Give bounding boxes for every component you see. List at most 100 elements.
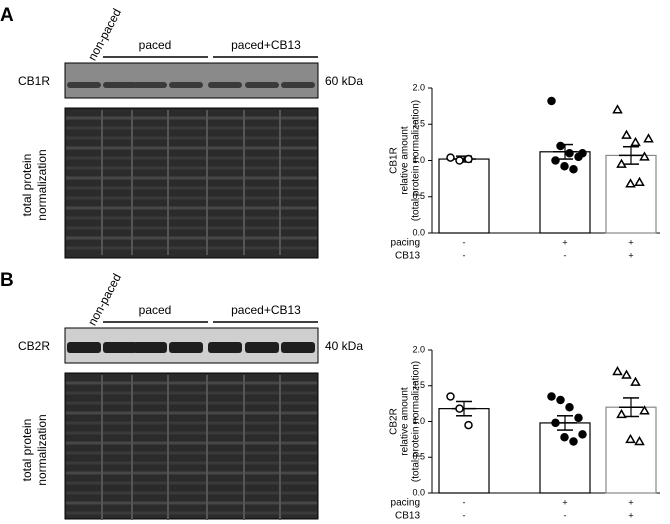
lane-label: non-paced xyxy=(85,271,124,328)
blot-band xyxy=(103,82,137,88)
x-row-value: + xyxy=(628,497,633,507)
data-point xyxy=(612,104,623,114)
x-row-value: - xyxy=(463,510,466,520)
data-point xyxy=(578,149,587,158)
blot-band xyxy=(169,342,203,353)
total-label: total protein normalization xyxy=(20,149,49,220)
y-axis-label-line: (total protein normalization) xyxy=(411,100,422,221)
x-row-value: - xyxy=(463,250,466,260)
data-point xyxy=(446,392,455,401)
x-row-value: - xyxy=(564,250,567,260)
total-protein-image xyxy=(64,372,319,520)
blot-band xyxy=(103,342,137,353)
data-point xyxy=(621,369,632,379)
data-point xyxy=(565,149,574,158)
data-point xyxy=(578,430,587,439)
blot-band xyxy=(208,342,242,353)
blot-band xyxy=(245,82,279,88)
bar xyxy=(438,408,490,494)
lane-label: paced+CB13 xyxy=(231,303,301,317)
data-point xyxy=(569,437,578,446)
total-label: total protein normalization xyxy=(20,414,49,485)
y-axis-label-line: relative amount xyxy=(400,387,411,456)
data-point xyxy=(547,392,556,401)
data-point xyxy=(551,418,560,428)
panel-letter: B xyxy=(0,270,14,291)
data-point xyxy=(625,433,636,444)
lane-label: non-paced xyxy=(85,6,124,63)
data-point xyxy=(612,365,623,376)
x-row-value: + xyxy=(562,237,567,247)
blot-band xyxy=(133,342,167,353)
band-label: CB1R xyxy=(18,74,50,88)
y-tick-label: 0.0 xyxy=(412,227,425,237)
x-row-label: pacing xyxy=(391,498,420,509)
data-point xyxy=(634,176,645,186)
total-protein-image xyxy=(64,107,319,259)
data-point xyxy=(455,156,464,165)
data-point xyxy=(630,136,641,147)
y-axis-label: CB2R relative amount (total protein normal… xyxy=(389,361,422,482)
x-row-value: - xyxy=(463,237,466,247)
kda-label: 40 kDa xyxy=(325,339,363,353)
blot-band xyxy=(208,82,242,88)
x-row-value: + xyxy=(628,250,633,260)
total-label-line: normalization xyxy=(35,149,49,220)
x-row-value: + xyxy=(562,497,567,507)
data-point xyxy=(574,413,583,423)
y-axis-label-line: CB1R xyxy=(389,147,400,174)
bar xyxy=(438,158,490,234)
band-label: CB2R xyxy=(18,339,50,353)
y-tick-label: 2.0 xyxy=(412,344,425,354)
data-point xyxy=(616,408,627,419)
data-point xyxy=(547,96,556,106)
x-row-label: CB13 xyxy=(395,511,420,522)
x-row-value: - xyxy=(564,510,567,520)
data-point xyxy=(630,376,641,386)
data-point xyxy=(551,156,560,165)
data-point xyxy=(455,404,464,413)
y-tick-label: 1.0 xyxy=(412,155,425,165)
y-tick-label: 1.0 xyxy=(412,416,425,426)
data-point xyxy=(643,133,654,143)
blot-band xyxy=(67,342,101,353)
bar xyxy=(605,406,657,494)
data-point xyxy=(446,153,455,162)
y-axis-label-line: relative amount xyxy=(400,126,411,195)
data-point xyxy=(464,420,473,430)
data-point xyxy=(565,402,574,412)
data-point xyxy=(616,158,627,168)
y-tick-label: 0.5 xyxy=(412,191,425,201)
x-row-value: - xyxy=(463,497,466,507)
y-axis-label-line: (total protein normalization) xyxy=(411,361,422,482)
data-point xyxy=(560,162,569,171)
y-axis-label-line: CB2R xyxy=(389,408,400,435)
data-point xyxy=(634,436,645,446)
y-tick-label: 1.5 xyxy=(412,380,425,390)
data-point xyxy=(556,395,565,405)
blot-band xyxy=(67,82,101,88)
y-axis-label: CB1R relative amount (total protein normal… xyxy=(389,100,422,221)
data-point xyxy=(464,154,473,164)
data-point xyxy=(625,178,636,188)
blot-band xyxy=(245,342,279,353)
blot-band xyxy=(281,342,315,353)
total-label-line: normalization xyxy=(35,414,49,485)
lane-label: paced xyxy=(139,38,172,52)
blot-band xyxy=(281,82,315,88)
data-point xyxy=(639,405,650,415)
y-tick-label: 1.5 xyxy=(412,119,425,129)
total-label-line: total protein xyxy=(20,419,34,482)
data-point xyxy=(569,164,578,174)
x-row-label: pacing xyxy=(391,238,420,249)
y-tick-label: 0.0 xyxy=(412,487,425,497)
bar xyxy=(605,154,657,234)
y-tick-label: 0.5 xyxy=(412,452,425,462)
panel-letter: A xyxy=(0,5,14,26)
lane-label: paced xyxy=(139,303,172,317)
x-row-value: + xyxy=(628,510,633,520)
blot-band xyxy=(133,82,167,88)
data-point xyxy=(639,151,650,161)
x-row-value: + xyxy=(628,237,633,247)
